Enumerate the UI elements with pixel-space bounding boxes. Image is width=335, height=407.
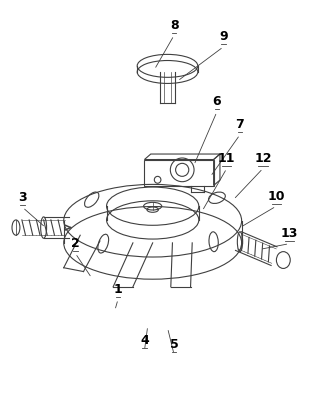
Text: 11: 11 [218, 152, 236, 165]
Text: 6: 6 [213, 95, 221, 108]
Text: 10: 10 [267, 190, 285, 203]
Text: 12: 12 [254, 152, 272, 165]
Text: 9: 9 [219, 30, 228, 43]
Text: 1: 1 [114, 282, 123, 295]
Text: 13: 13 [281, 227, 298, 240]
Text: 5: 5 [170, 338, 179, 351]
Text: 3: 3 [18, 191, 27, 204]
Text: 8: 8 [170, 19, 179, 32]
Text: 2: 2 [71, 237, 80, 250]
Text: 4: 4 [140, 334, 149, 347]
Text: 7: 7 [236, 118, 244, 131]
